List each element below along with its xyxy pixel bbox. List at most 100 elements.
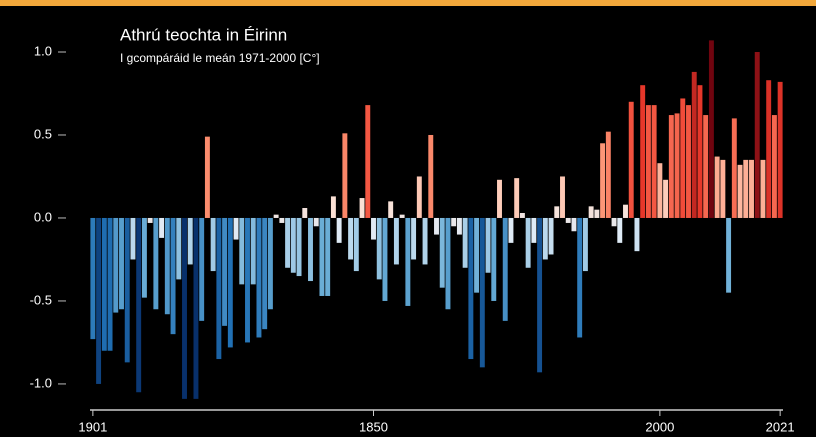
top-strip [0, 0, 816, 6]
bar [479, 217, 485, 368]
bar [491, 217, 497, 301]
x-tick-label: 1850 [359, 419, 388, 434]
bar [359, 198, 365, 218]
bar [760, 159, 766, 218]
y-tick-label: -0.5 [30, 292, 52, 307]
bar [737, 164, 743, 218]
bar [754, 51, 760, 218]
bar [348, 217, 354, 260]
bar [233, 217, 239, 240]
x-tick-label: 2021 [766, 419, 795, 434]
bar [686, 105, 691, 218]
bar [691, 71, 697, 218]
bar [560, 176, 565, 218]
bar [485, 217, 491, 273]
bar [250, 217, 256, 285]
bar [651, 105, 657, 218]
bar [227, 217, 233, 348]
bar [743, 159, 749, 218]
bar [749, 159, 754, 218]
bar [153, 217, 159, 310]
bar [663, 179, 669, 218]
x-tick-label: 1901 [78, 419, 107, 434]
bar [548, 217, 554, 255]
bar [645, 105, 651, 218]
bar [325, 217, 331, 296]
bar [525, 217, 531, 268]
bar [164, 217, 170, 315]
bar [422, 217, 428, 265]
bar [565, 217, 571, 223]
bar [462, 217, 468, 268]
bar [290, 217, 296, 273]
bar [571, 217, 577, 232]
bar [577, 217, 583, 338]
y-tick-label: 0.0 [34, 209, 52, 224]
bar [405, 217, 411, 306]
bar [468, 217, 474, 360]
bar [771, 115, 777, 218]
bar [474, 217, 480, 293]
bar [376, 217, 382, 280]
bar [611, 217, 617, 227]
bar [588, 206, 594, 218]
bar [245, 217, 250, 343]
bar [342, 133, 348, 218]
bar [508, 217, 514, 243]
bar [600, 143, 606, 218]
bar [714, 156, 720, 218]
bar [519, 212, 525, 218]
bar [416, 176, 422, 218]
bar [720, 159, 726, 218]
bar [182, 217, 187, 399]
bar [330, 196, 336, 218]
bar [199, 217, 205, 321]
bar [628, 101, 634, 218]
bar [262, 217, 268, 330]
bar [336, 217, 342, 243]
bar [273, 214, 279, 218]
bar [617, 217, 623, 243]
bar [439, 217, 445, 288]
bar [136, 217, 142, 393]
bar [703, 115, 709, 218]
bar [731, 118, 737, 218]
chart-title: Athrú teochta in Éirinn [120, 25, 287, 44]
x-tick-label: 2000 [645, 419, 674, 434]
bar [239, 217, 245, 285]
bar [634, 217, 640, 252]
bar [497, 179, 502, 218]
bar [302, 208, 308, 218]
bar [657, 163, 663, 218]
bar [147, 217, 153, 223]
bar [388, 201, 394, 218]
bar [582, 217, 588, 272]
bar [594, 209, 600, 218]
y-tick-label: 0.5 [34, 126, 52, 141]
bar [502, 217, 508, 321]
bar [371, 217, 376, 240]
bar [170, 217, 176, 335]
bar [216, 217, 222, 360]
bar [623, 204, 628, 218]
bar [96, 217, 102, 384]
bar [159, 217, 165, 238]
bar [514, 178, 520, 218]
bar [537, 217, 543, 373]
bar [365, 105, 371, 218]
bar [313, 217, 319, 227]
bar [279, 217, 285, 223]
bar [434, 217, 439, 235]
bar [456, 217, 462, 235]
bar [193, 217, 199, 399]
bar [393, 217, 399, 265]
bar [382, 217, 388, 301]
bar [708, 40, 714, 218]
y-tick-label: -1.0 [30, 375, 52, 390]
bar [674, 113, 680, 218]
bar [697, 85, 703, 218]
y-tick-label: 1.0 [34, 43, 52, 58]
bar [680, 98, 686, 218]
